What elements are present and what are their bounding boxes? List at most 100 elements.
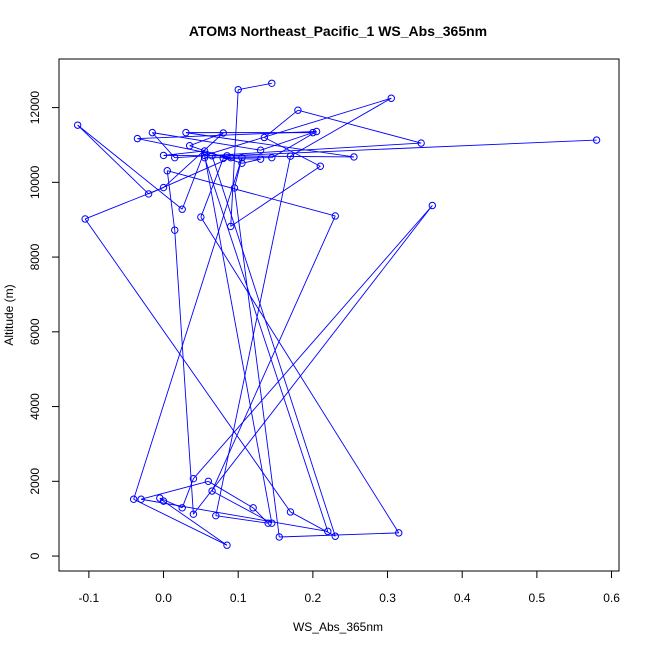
series-segment (174, 230, 194, 515)
series-segment (211, 490, 273, 524)
data-point (350, 153, 358, 161)
series-segment (290, 511, 336, 537)
data-point (312, 127, 321, 136)
data-point (256, 146, 265, 154)
data-point (159, 183, 168, 192)
y-axis-label: Altitude (m) (2, 284, 16, 345)
data-point (212, 511, 220, 520)
series-points (73, 79, 601, 549)
x-tick-label: 0.5 (529, 591, 546, 605)
data-point (324, 527, 332, 536)
y-tick-label: 2000 (28, 468, 42, 495)
data-point (208, 487, 216, 495)
data-point (148, 128, 157, 137)
series-segment (148, 157, 231, 195)
data-point (238, 153, 246, 162)
y-tick-label: 6000 (28, 318, 42, 345)
series-segment (215, 515, 269, 524)
x-tick-label: 0.6 (603, 591, 620, 605)
series-segment (181, 150, 206, 210)
data-point (159, 151, 168, 160)
data-point (316, 162, 325, 170)
data-point (171, 153, 179, 162)
data-point (234, 85, 242, 94)
data-point (189, 474, 198, 483)
x-axis: -0.1 0.0 0.1 0.2 0.3 0.4 0.5 0.6 (79, 570, 620, 605)
data-point (227, 153, 235, 162)
series-segment (215, 156, 291, 516)
y-axis: 0 2000 4000 6000 8000 10000 12000 (28, 91, 60, 559)
y-tick-label: 0 (28, 552, 42, 559)
data-point (156, 494, 164, 502)
data-point (163, 167, 171, 175)
data-point (144, 190, 153, 198)
y-tick-label: 4000 (28, 393, 42, 420)
data-point (185, 142, 194, 150)
data-point (200, 151, 209, 160)
data-point (208, 152, 216, 160)
series-segment (77, 124, 183, 210)
data-point (395, 529, 403, 537)
series-segment (167, 170, 336, 217)
series-segment (151, 132, 176, 158)
y-tick-label: 10000 (28, 165, 42, 199)
data-point (178, 205, 186, 213)
data-point (73, 121, 82, 129)
y-tick-label: 8000 (28, 243, 42, 270)
series-segment (193, 205, 433, 515)
data-point (227, 222, 235, 231)
series-segment (264, 137, 321, 167)
data-point (331, 532, 339, 540)
series-segment (137, 131, 317, 140)
data-point (230, 184, 239, 192)
data-point (286, 152, 295, 160)
data-point (204, 477, 213, 486)
data-point (260, 133, 269, 142)
series-segment (204, 97, 392, 156)
data-point (387, 94, 395, 102)
series-segment (230, 165, 321, 227)
data-point (256, 155, 265, 163)
data-point (275, 533, 283, 541)
series-segment (290, 97, 392, 157)
data-point (294, 106, 302, 114)
chart-title: ATOM3 Northeast_Pacific_1 WS_Abs_365nm (189, 23, 487, 39)
series-segment (163, 150, 205, 156)
series-segment (211, 215, 336, 492)
x-tick-label: 0.1 (230, 591, 247, 605)
data-point (189, 510, 198, 518)
series-segment (204, 155, 273, 524)
data-point (331, 212, 339, 220)
series-segment (133, 157, 243, 500)
data-point (133, 134, 142, 143)
series-segment (297, 109, 422, 144)
series-segment (211, 155, 336, 537)
data-point (417, 139, 425, 147)
data-point (129, 495, 138, 503)
data-point (268, 153, 276, 162)
series-segment (163, 500, 228, 546)
series-segment (208, 480, 254, 509)
x-tick-label: 0.3 (379, 591, 396, 605)
data-point (286, 508, 295, 516)
series-segment (141, 498, 328, 532)
x-tick-label: -0.1 (79, 591, 100, 605)
series-segment (212, 155, 354, 158)
series-segment (77, 124, 149, 195)
series-segment (238, 82, 272, 91)
series-segment (279, 532, 399, 538)
data-point (223, 152, 231, 160)
data-point (268, 79, 276, 87)
series-segment (84, 218, 291, 513)
data-point (268, 519, 276, 527)
series-segment (260, 132, 314, 151)
data-point (223, 541, 231, 549)
data-point (178, 504, 186, 512)
data-point (238, 159, 246, 167)
data-point (182, 128, 190, 137)
data-point (219, 154, 227, 163)
y-tick-label: 12000 (28, 91, 42, 125)
x-tick-label: 0.2 (305, 591, 322, 605)
